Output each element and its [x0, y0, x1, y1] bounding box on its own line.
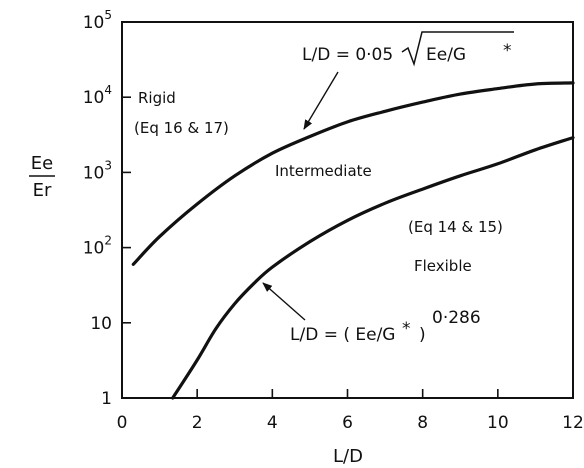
rigid-equation-label: (Eq 16 & 17)	[134, 119, 229, 137]
y-tick-label: 103	[83, 158, 112, 183]
y-tick-exponent: 2	[104, 234, 112, 248]
upper-equation-lhs: L/D = 0·05	[302, 45, 393, 65]
intermediate-label: Intermediate	[275, 162, 372, 180]
lower-boundary-curve	[171, 136, 575, 400]
y-tick-base: 10	[83, 239, 105, 259]
lower-equation-exponent: 0·286	[432, 308, 481, 328]
y-axis-title-denominator: Er	[33, 180, 52, 201]
y-tick-label: 105	[83, 8, 112, 33]
y-tick-base: 10	[90, 314, 112, 334]
y-axis-title: Ee Er	[29, 153, 55, 201]
upper-boundary-curve	[131, 81, 575, 266]
x-tick-label: 0	[117, 413, 128, 433]
lower-equation-star: *	[402, 319, 411, 339]
upper-boundary-equation: L/D = 0·05 Ee/G *	[302, 31, 514, 67]
y-tick-exponent: 4	[104, 83, 112, 97]
x-axis-title: L/D	[333, 446, 363, 467]
upper-equation-radicand: Ee/G	[426, 45, 466, 65]
lower-boundary-equation: L/D = ( Ee/G * ) 0·286	[290, 308, 481, 345]
y-tick-base: 10	[83, 163, 105, 183]
x-tick-label: 2	[192, 413, 203, 433]
flexible-equation-label: (Eq 14 & 15)	[408, 218, 503, 236]
x-tick-label: 6	[342, 413, 353, 433]
x-axis-ticks: 0 2 4 6 8 10 12	[117, 389, 584, 433]
square-root-sign	[401, 31, 514, 67]
y-tick-exponent: 5	[104, 8, 112, 22]
y-tick-label: 102	[83, 234, 112, 259]
lower-equation-close: )	[419, 325, 426, 345]
x-tick-label: 8	[417, 413, 428, 433]
rigid-label: Rigid	[138, 89, 176, 107]
y-axis-title-numerator: Ee	[31, 153, 53, 174]
x-tick-label: 12	[562, 413, 584, 433]
y-tick-base: 1	[101, 389, 112, 409]
flexible-label: Flexible	[414, 257, 472, 275]
y-tick-label: 104	[83, 83, 112, 108]
lower-equation-arrow	[262, 282, 306, 321]
series-layer	[131, 81, 575, 400]
x-tick-label: 4	[267, 413, 278, 433]
lower-equation-lhs: L/D = ( Ee/G	[290, 325, 395, 345]
upper-equation-star: *	[503, 41, 512, 61]
y-tick-base: 10	[83, 88, 105, 108]
x-tick-label: 10	[487, 413, 509, 433]
upper-equation-arrow	[303, 71, 339, 130]
y-tick-base: 10	[83, 13, 105, 33]
y-tick-label: 10	[90, 314, 112, 334]
y-tick-exponent: 3	[104, 158, 112, 172]
y-tick-label: 1	[101, 389, 112, 409]
